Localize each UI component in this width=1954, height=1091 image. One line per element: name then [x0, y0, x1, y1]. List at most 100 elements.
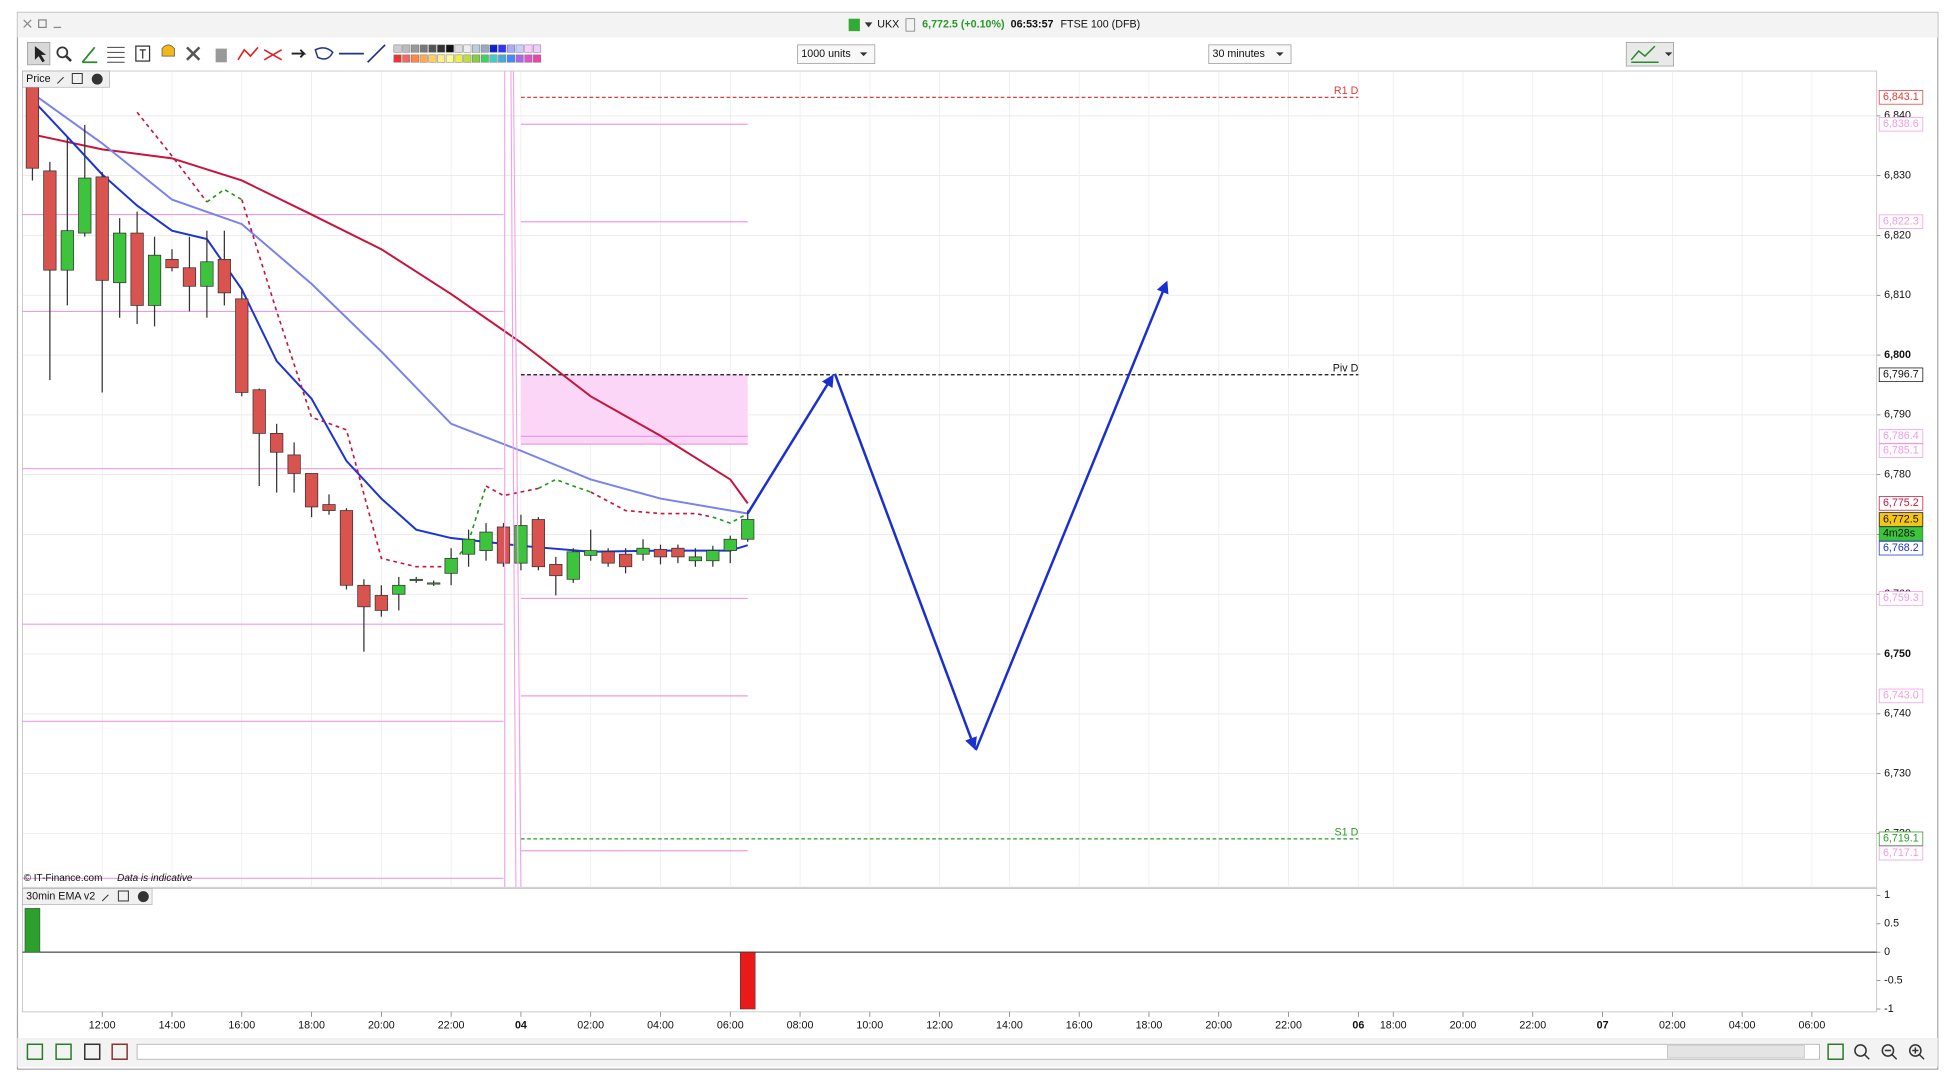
bottom-tools[interactable]	[26, 1043, 128, 1060]
instrument: FTSE 100 (DFB)	[1060, 19, 1140, 31]
info-icon[interactable]	[905, 18, 916, 32]
scrollbar[interactable]	[136, 1043, 1820, 1060]
level-label: 6,719.1	[1883, 833, 1919, 845]
y-tick-label: 0.5	[1884, 918, 1899, 930]
x-tick-label: 12:00	[926, 1019, 953, 1031]
level-label-box	[1878, 117, 1924, 132]
level-label-box	[1878, 429, 1924, 444]
projection-arrow[interactable]	[746, 374, 834, 515]
x-tick-label: 06:00	[1799, 1019, 1826, 1031]
x-tick-label: 08:00	[787, 1019, 814, 1031]
level-label: 6,796.7	[1883, 369, 1919, 381]
candle-body	[147, 254, 162, 306]
candle-body	[78, 177, 92, 234]
candle-body	[653, 549, 668, 558]
level-label-box	[1878, 845, 1924, 861]
symbol-dropdown[interactable]	[864, 22, 873, 28]
level-label-box	[1878, 831, 1924, 847]
candle-body	[496, 526, 511, 564]
level-label: 6,743.0	[1883, 690, 1919, 702]
x-tick-label: 22:00	[1519, 1019, 1546, 1031]
interval-dropdown[interactable]	[1208, 44, 1292, 64]
clock: 06:53:57	[1011, 19, 1054, 31]
candle-body	[601, 551, 615, 564]
level-label: 6,786.4	[1883, 430, 1919, 442]
level-label-box	[1878, 214, 1924, 229]
candle-body	[531, 519, 545, 568]
panel-header	[22, 70, 110, 88]
symbol[interactable]: UKX	[877, 19, 899, 31]
watermark: © IT-Finance.com	[24, 873, 103, 884]
y-tick-label: -0.5	[1884, 974, 1902, 986]
ma-label: 6,775.2	[1883, 497, 1919, 509]
drawing-tools[interactable]	[27, 41, 386, 66]
candle-body	[374, 595, 388, 611]
candle-body	[741, 519, 755, 540]
chart-type-button[interactable]	[1625, 41, 1674, 67]
x-tick-label: 18:00	[1136, 1019, 1163, 1031]
projection-arrow[interactable]	[974, 280, 1169, 751]
y-tick-label: 6,820	[1884, 229, 1911, 241]
session-divider	[504, 71, 522, 888]
current-price-label-box	[1878, 512, 1924, 527]
level-label: 6,843.1	[1883, 91, 1919, 103]
y-tick-label: 6,750	[1884, 648, 1911, 660]
candle-body	[95, 176, 109, 281]
projection-arrow[interactable]	[833, 373, 977, 751]
y-tick-label: 6,810	[1884, 289, 1911, 301]
candle-body	[688, 556, 702, 562]
ma-label-box	[1878, 496, 1924, 511]
candle-body	[392, 584, 406, 595]
zoom-tools[interactable]	[1827, 1043, 1925, 1060]
candle-body	[636, 547, 650, 555]
ma-label: 6,768.2	[1883, 542, 1919, 554]
bar	[24, 908, 41, 953]
indicator-line	[136, 111, 713, 568]
x-tick-label: 02:00	[1659, 1019, 1686, 1031]
color-palette[interactable]	[393, 44, 542, 63]
level-tag: S1 D	[1335, 826, 1359, 838]
candle-body	[671, 547, 685, 558]
candle-body	[25, 86, 40, 169]
chart-type-icon	[1630, 45, 1659, 64]
size-dropdown[interactable]	[797, 44, 876, 64]
candle-body	[584, 550, 598, 556]
scroll-thumb[interactable]	[1667, 1045, 1805, 1059]
candle-body	[723, 538, 737, 551]
title-bar	[17, 12, 1938, 38]
candle-body	[235, 298, 249, 393]
window-controls[interactable]	[23, 19, 62, 29]
y-tick-label: 0	[1884, 946, 1890, 958]
candle-body	[287, 454, 301, 474]
y-tick-label: 6,790	[1884, 409, 1911, 421]
candle-body	[182, 267, 197, 287]
candle-body	[322, 504, 336, 511]
dropdown-arrow	[1276, 52, 1284, 57]
candle-body	[479, 531, 493, 551]
candle-body	[60, 230, 74, 271]
x-tick-label: 18:00	[298, 1019, 325, 1031]
size-value[interactable]: 1000 units	[801, 48, 850, 60]
x-tick-label: 06:00	[717, 1019, 744, 1031]
panel-buttons[interactable]	[56, 73, 103, 85]
candle-body	[444, 557, 458, 574]
x-tick-label: 10:00	[856, 1019, 883, 1031]
dropdown-arrow	[1664, 52, 1673, 57]
ma-label-box	[1878, 540, 1924, 556]
price-plot: R1 D Piv D S1 D	[22, 71, 1877, 888]
panel-buttons[interactable]	[101, 890, 149, 903]
interval-value[interactable]: 30 minutes	[1213, 48, 1265, 60]
y-tick-label: 6,780	[1884, 468, 1911, 480]
level-label: 6,785.1	[1883, 445, 1919, 457]
x-tick-label: 04:00	[647, 1019, 674, 1031]
candle-body	[200, 261, 214, 287]
level-label-box	[1878, 90, 1924, 105]
level-label-box	[1878, 367, 1924, 383]
x-tick-label: 04:00	[1729, 1019, 1756, 1031]
x-tick-label: 14:00	[996, 1019, 1023, 1031]
level-label: 6,822.3	[1883, 216, 1919, 228]
bar	[739, 951, 756, 1010]
x-tick-label: 06	[1352, 1019, 1364, 1031]
disclaimer: Data is indicative	[117, 873, 193, 884]
countdown: 4m28s	[1883, 528, 1915, 540]
